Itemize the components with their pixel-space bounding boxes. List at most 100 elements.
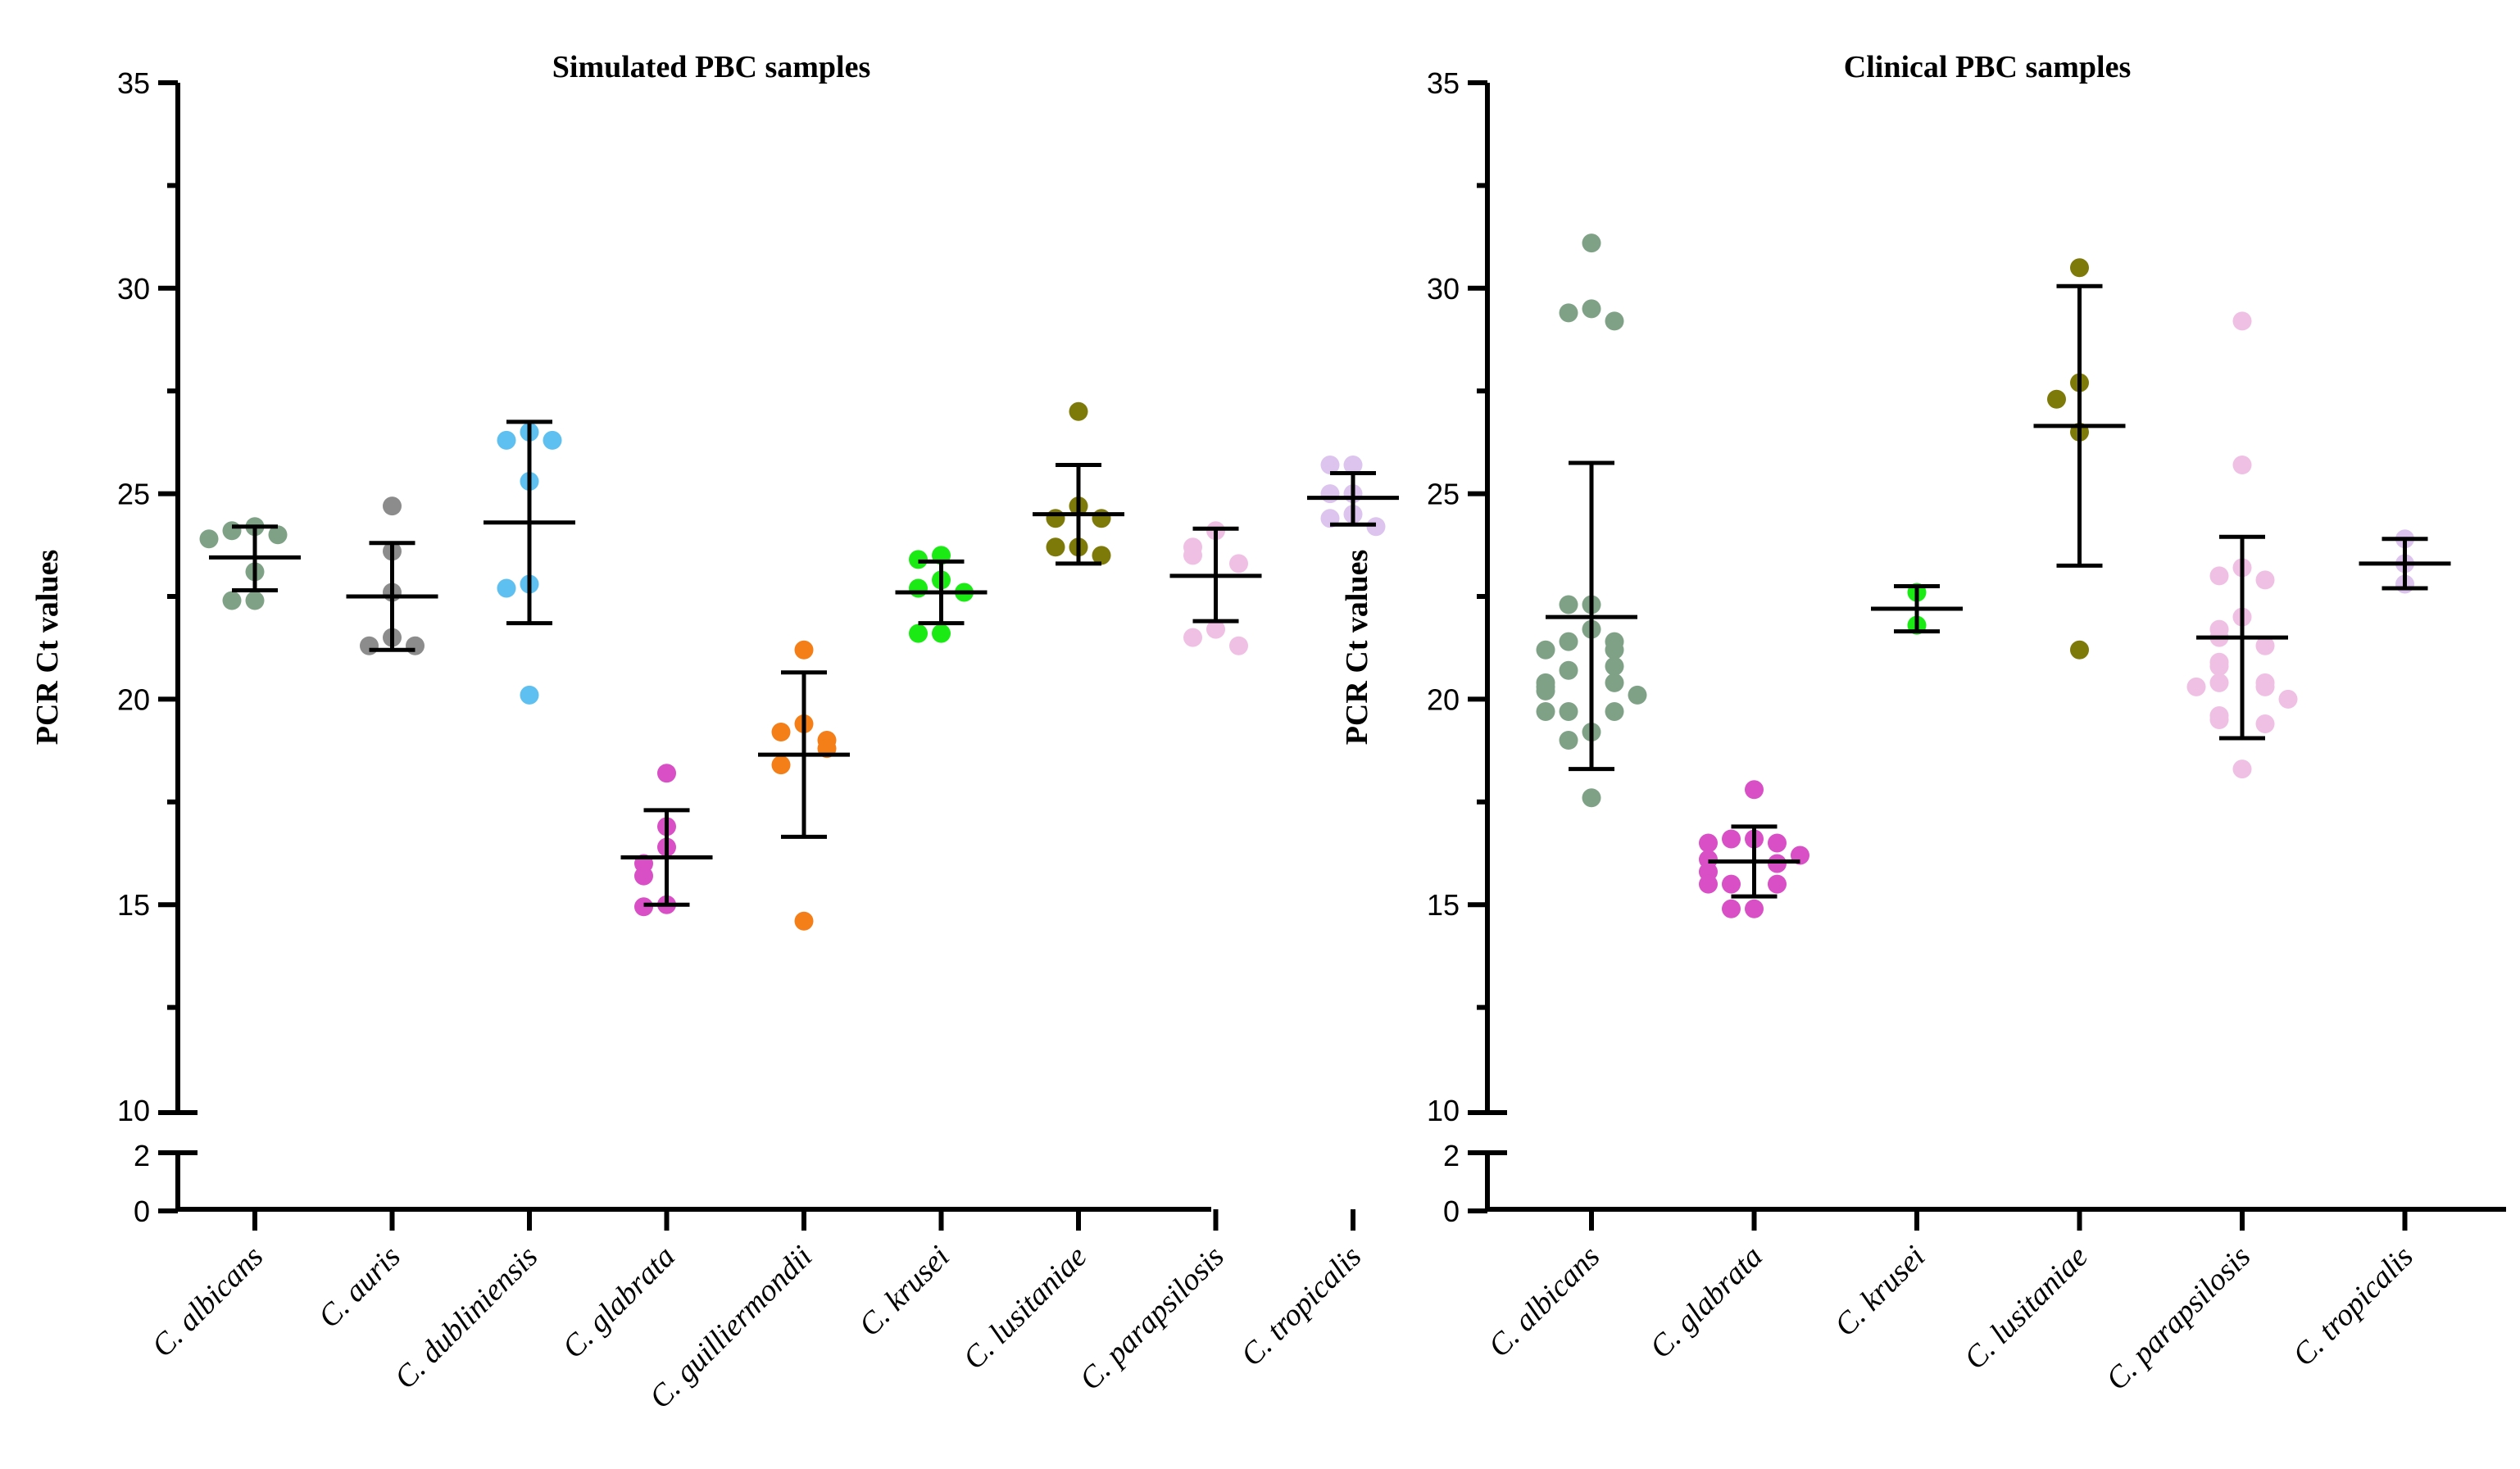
y-tick-label: 25 [1427, 478, 1460, 511]
y-tick-label: 15 [1427, 888, 1460, 922]
data-point-c-lusitaniae [1069, 401, 1088, 421]
data-point-c-glabrata [1722, 829, 1741, 849]
data-point-c-parapsilosis [2255, 714, 2275, 733]
data-point-c-albicans [1605, 311, 1624, 331]
data-point-c-albicans [1582, 788, 1601, 808]
data-point-c-dubliniensis [497, 430, 516, 450]
data-point-c-parapsilosis [2209, 656, 2229, 676]
y-tick-label: 15 [117, 888, 150, 922]
data-point-c-albicans [1536, 701, 1555, 721]
x-tick-label: C. albicans [145, 1240, 270, 1364]
data-point-c-glabrata [1699, 874, 1718, 894]
x-tick-label: C. glabrata [1643, 1240, 1769, 1366]
data-point-c-auris [383, 496, 402, 516]
y-tick-label: 2 [1443, 1139, 1460, 1172]
data-point-c-krusei [909, 550, 928, 569]
data-point-c-parapsilosis [2209, 673, 2229, 692]
data-point-c-albicans [1559, 595, 1578, 614]
y-tick-label: 35 [117, 66, 150, 100]
data-point-c-albicans [245, 591, 265, 610]
data-point-c-albicans [1559, 632, 1578, 651]
x-tick-label: C. lusitaniae [956, 1240, 1093, 1376]
data-point-c-parapsilosis [2278, 689, 2298, 709]
data-point-c-lusitaniae [2047, 389, 2066, 409]
data-point-c-albicans [222, 521, 242, 541]
y-tick-label: 2 [134, 1139, 150, 1172]
x-tick-label: C. tropicalis [1234, 1240, 1368, 1373]
x-tick-label: C. parapsilosis [1073, 1240, 1230, 1397]
data-point-c-auris [360, 636, 379, 655]
data-point-c-glabrata [1768, 874, 1787, 894]
y-axis-label: PCR Ct values [30, 550, 65, 746]
data-point-c-guilliermondii [794, 640, 814, 660]
data-point-c-auris [406, 636, 425, 655]
data-point-c-lusitaniae [1046, 509, 1065, 528]
data-point-c-albicans [1559, 660, 1578, 680]
data-point-c-parapsilosis [2232, 455, 2252, 474]
data-point-c-albicans [1628, 685, 1647, 705]
y-tick-label: 20 [117, 682, 150, 716]
y-tick-label: 30 [117, 272, 150, 306]
data-point-c-parapsilosis [2232, 311, 2252, 331]
y-tick-label: 30 [1427, 272, 1460, 306]
data-point-c-tropicalis [1320, 484, 1340, 504]
data-point-c-glabrata [1768, 854, 1787, 873]
y-tick-label: 0 [1443, 1195, 1460, 1228]
y-axis-label: PCR Ct values [1340, 550, 1374, 746]
data-point-c-albicans [1559, 701, 1578, 721]
x-tick-label: C. parapsilosis [2100, 1240, 2257, 1397]
data-point-c-glabrata [1745, 899, 1764, 918]
data-point-c-dubliniensis [520, 685, 539, 705]
chart-clinical-pbc: Clinical PBC samples PCR Ct values 0 2 10 15 2… [1340, 50, 2506, 1397]
data-point-c-parapsilosis [2255, 570, 2275, 590]
chart-title: Simulated PBC samples [552, 50, 870, 84]
data-point-c-albicans [1582, 233, 1601, 253]
data-point-c-lusitaniae [1092, 546, 1111, 565]
data-point-c-albicans [1559, 731, 1578, 750]
data-point-c-guilliermondii [771, 723, 791, 742]
data-point-c-krusei [909, 623, 928, 643]
data-point-c-albicans [1605, 640, 1624, 660]
x-tick-label: C. dubliniensis [388, 1240, 544, 1396]
data-point-c-parapsilosis [2232, 759, 2252, 779]
data-point-c-parapsilosis [1183, 546, 1202, 565]
data-point-c-albicans [1605, 656, 1624, 676]
data-point-c-glabrata [634, 866, 653, 886]
data-point-c-glabrata [1699, 833, 1718, 853]
data-point-c-lusitaniae [1046, 537, 1065, 557]
x-tick-label: C. albicans [1482, 1240, 1606, 1364]
y-tick-label: 10 [1427, 1094, 1460, 1127]
chart-simulated-pbc: Simulated PBC samples PCR Ct values 0 2 10 15… [30, 50, 1399, 1415]
data-point-c-albicans [268, 525, 288, 545]
chart-title: Clinical PBC samples [1844, 50, 2131, 84]
y-tick-label: 10 [117, 1094, 150, 1127]
data-point-c-parapsilosis [2255, 677, 2275, 696]
data-point-c-tropicalis [1320, 455, 1340, 474]
data-point-c-albicans [1605, 701, 1624, 721]
x-tick-label: C. krusei [852, 1240, 956, 1344]
y-tick-label: 0 [134, 1195, 150, 1228]
data-point-c-parapsilosis [2255, 636, 2275, 655]
x-tick-label: C. glabrata [556, 1240, 682, 1366]
data-point-c-albicans [222, 591, 242, 610]
data-point-c-tropicalis [1366, 517, 1386, 537]
data-point-c-parapsilosis [2186, 677, 2206, 696]
data-point-c-krusei [932, 623, 951, 643]
data-point-c-albicans [1536, 640, 1555, 660]
data-point-c-glabrata [1745, 780, 1764, 800]
data-point-c-albicans [1605, 673, 1624, 692]
x-tick-label: C. krusei [1828, 1240, 1932, 1344]
data-point-c-albicans [199, 529, 219, 549]
x-tick-label: C. auris [312, 1240, 407, 1335]
x-tick-label: C. lusitaniae [1958, 1240, 2095, 1376]
data-point-c-albicans [1536, 681, 1555, 700]
data-point-c-albicans [1559, 303, 1578, 323]
data-point-c-glabrata [634, 897, 653, 917]
data-point-c-albicans [1582, 299, 1601, 319]
data-point-c-guilliermondii [771, 755, 791, 775]
data-point-c-glabrata [1722, 899, 1741, 918]
data-point-c-parapsilosis [1229, 636, 1248, 655]
y-tick-label: 35 [1427, 66, 1460, 100]
x-tick-label: C. tropicalis [2286, 1240, 2420, 1373]
